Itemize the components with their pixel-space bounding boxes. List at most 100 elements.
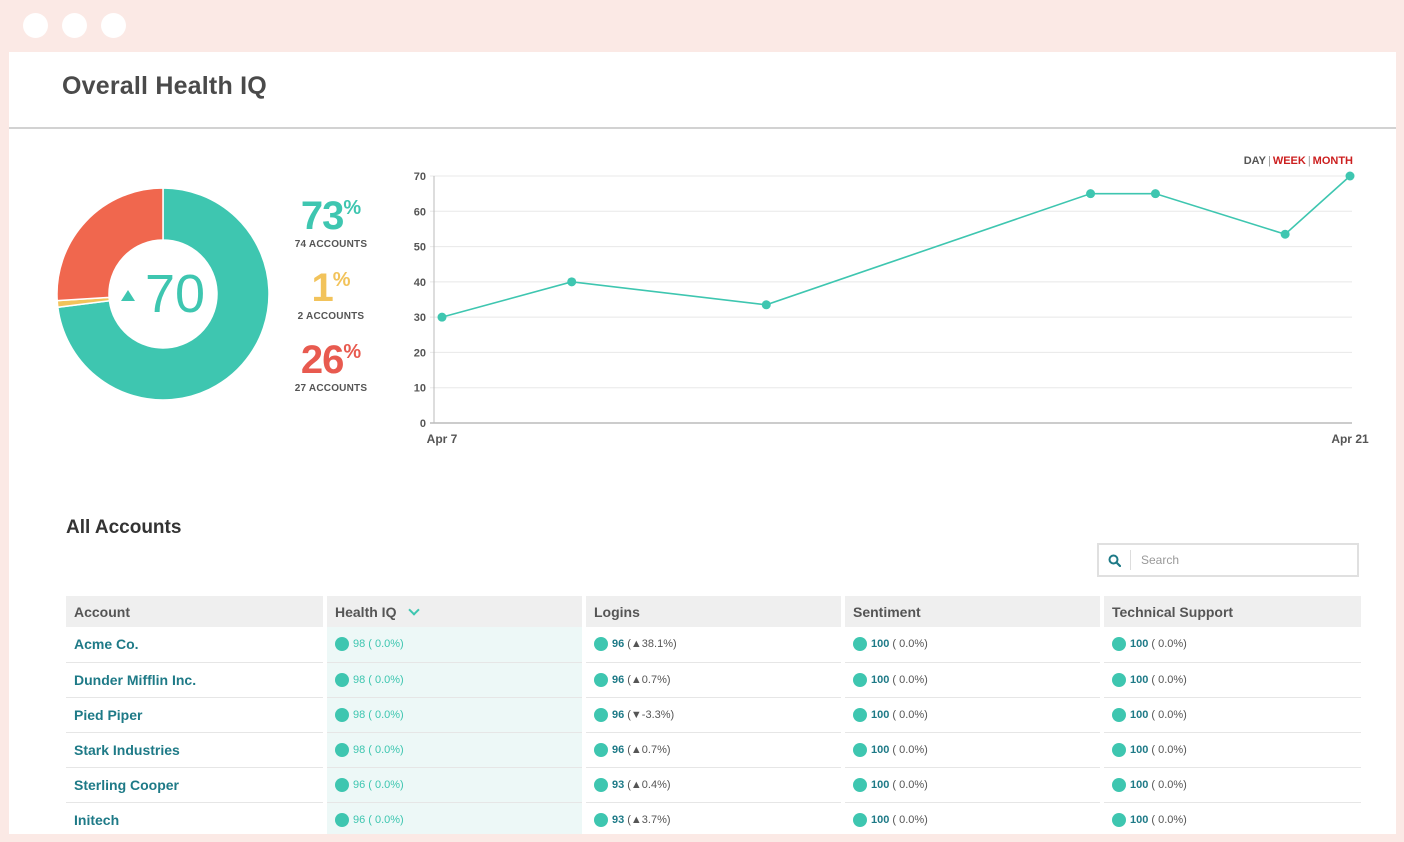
window-dot-minimize[interactable] [62,13,87,38]
health-value: 98 [353,638,366,651]
donut-segment-good [57,188,269,400]
logins-change: (▲0.4%) [627,778,671,791]
status-dot-icon [853,742,867,757]
sentiment-change: ( 0.0%) [892,638,928,651]
search-icon[interactable] [1099,550,1131,570]
logins-change: (▲0.7%) [627,743,671,756]
accounts-title: All Accounts [66,517,182,538]
sentiment-change: ( 0.0%) [892,743,928,756]
support-cell: 100( 0.0%) [1102,732,1361,768]
health-cell: 96( 0.0%) [325,767,586,803]
column-header-sentiment[interactable]: Sentiment [843,596,1104,627]
health-trend-chart: 0 10 20 30 40 50 60 70 Apr 7 Apr 21 [414,171,1369,446]
table-row[interactable]: Initech 96( 0.0%) 93 (▲3.7%) 100( 0.0%) 100( … [66,802,1361,834]
stat-neutral-percent: 1% [311,266,351,310]
table-row[interactable]: Pied Piper 98( 0.0%) 96 (▼-3.3%) 100( 0.0%) 1… [66,697,1361,733]
table-row[interactable]: Dunder Mifflin Inc. 98( 0.0%) 96 (▲0.7%) 100… [66,662,1361,698]
status-dot-icon [335,812,349,827]
logins-value: 93 [612,778,625,791]
health-value: 96 [353,778,366,791]
search-input[interactable] [1131,553,1331,567]
status-dot-icon [1112,777,1126,792]
table-header-row: Account Health IQ Logins Sentiment Techn… [66,596,1361,627]
status-dot-icon [594,812,608,827]
status-dot-icon [1112,672,1126,687]
logins-cell: 96 (▲38.1%) [584,627,845,663]
health-donut: 70 [57,188,269,400]
page-title: Overall Health IQ [62,72,267,100]
health-value: 96 [353,813,366,826]
window-dot-maximize[interactable] [101,13,126,38]
data-point [1150,189,1160,199]
health-cell: 98( 0.0%) [325,627,586,663]
status-dot-icon [335,777,349,792]
sentiment-change: ( 0.0%) [892,708,928,721]
health-score: 70 [144,264,206,324]
sentiment-cell: 100( 0.0%) [843,662,1104,698]
health-cell: 96( 0.0%) [325,802,586,834]
y-tick-label: 40 [414,277,426,289]
account-name-link[interactable]: Stark Industries [66,732,327,768]
sentiment-value: 100 [871,708,890,721]
support-change: ( 0.0%) [1151,673,1187,686]
status-dot-icon [1112,742,1126,757]
support-change: ( 0.0%) [1151,778,1187,791]
logins-cell: 93 (▲3.7%) [584,802,845,834]
support-value: 100 [1130,708,1149,721]
y-tick-label: 60 [414,206,426,218]
table-row[interactable]: Sterling Cooper 96( 0.0%) 93 (▲0.4%) 100( 0.… [66,767,1361,803]
status-dot-icon [1112,707,1126,722]
health-value: 98 [353,708,366,721]
status-dot-icon [335,637,349,652]
account-name-link[interactable]: Pied Piper [66,697,327,733]
column-header-health-iq[interactable]: Health IQ [325,596,586,627]
logins-change: (▲38.1%) [627,638,677,651]
range-toggle: DAY | WEEK | MONTH [1244,155,1353,167]
table-row[interactable]: Acme Co. 98( 0.0%) 96 (▲38.1%) 100( 0.0%) 100… [66,627,1361,663]
account-name-link[interactable]: Initech [66,802,327,834]
range-sep-1: | [1267,155,1271,167]
window-dot-close[interactable] [23,13,48,38]
y-tick-label: 50 [414,242,426,254]
support-value: 100 [1130,813,1149,826]
status-dot-icon [1112,637,1126,652]
panel-header: Overall Health IQ [9,52,1396,129]
logins-change: (▲3.7%) [627,813,671,826]
column-header-technical-support[interactable]: Technical Support [1102,596,1361,627]
support-change: ( 0.0%) [1151,813,1187,826]
range-week[interactable]: WEEK [1272,155,1306,167]
window-controls [23,13,126,38]
logins-change: (▲0.7%) [627,673,671,686]
support-value: 100 [1130,638,1149,651]
table-row[interactable]: Stark Industries 98( 0.0%) 96 (▲0.7%) 100( 0… [66,732,1361,768]
column-header-logins[interactable]: Logins [584,596,845,627]
data-point [437,312,447,322]
support-change: ( 0.0%) [1151,708,1187,721]
status-dot-icon [594,637,608,652]
health-change: ( 0.0%) [368,673,404,686]
support-change: ( 0.0%) [1151,638,1187,651]
account-name-link[interactable]: Sterling Cooper [66,767,327,803]
sentiment-value: 100 [871,673,890,686]
data-point [567,277,577,287]
sentiment-value: 100 [871,638,890,651]
range-month[interactable]: MONTH [1312,155,1353,167]
status-dot-icon [594,672,608,687]
range-sep-2: | [1307,155,1311,167]
column-header-account[interactable]: Account [66,596,327,627]
support-cell: 100( 0.0%) [1102,802,1361,834]
stat-neutral: 1% 2 ACCOUNTS [285,268,377,322]
status-dot-icon [853,672,867,687]
stat-good-percent: 73% [300,194,362,238]
donut-chart [57,188,269,400]
range-day[interactable]: DAY [1243,155,1266,167]
chevron-down-icon[interactable] [408,603,421,616]
x-tick-label: Apr 21 [1331,432,1369,446]
support-value: 100 [1130,673,1149,686]
account-name-link[interactable]: Acme Co. [66,627,327,663]
status-dot-icon [594,742,608,757]
account-name-link[interactable]: Dunder Mifflin Inc. [66,662,327,698]
y-tick-label: 30 [414,312,426,324]
logins-value: 93 [612,813,625,826]
sentiment-cell: 100( 0.0%) [843,732,1104,768]
